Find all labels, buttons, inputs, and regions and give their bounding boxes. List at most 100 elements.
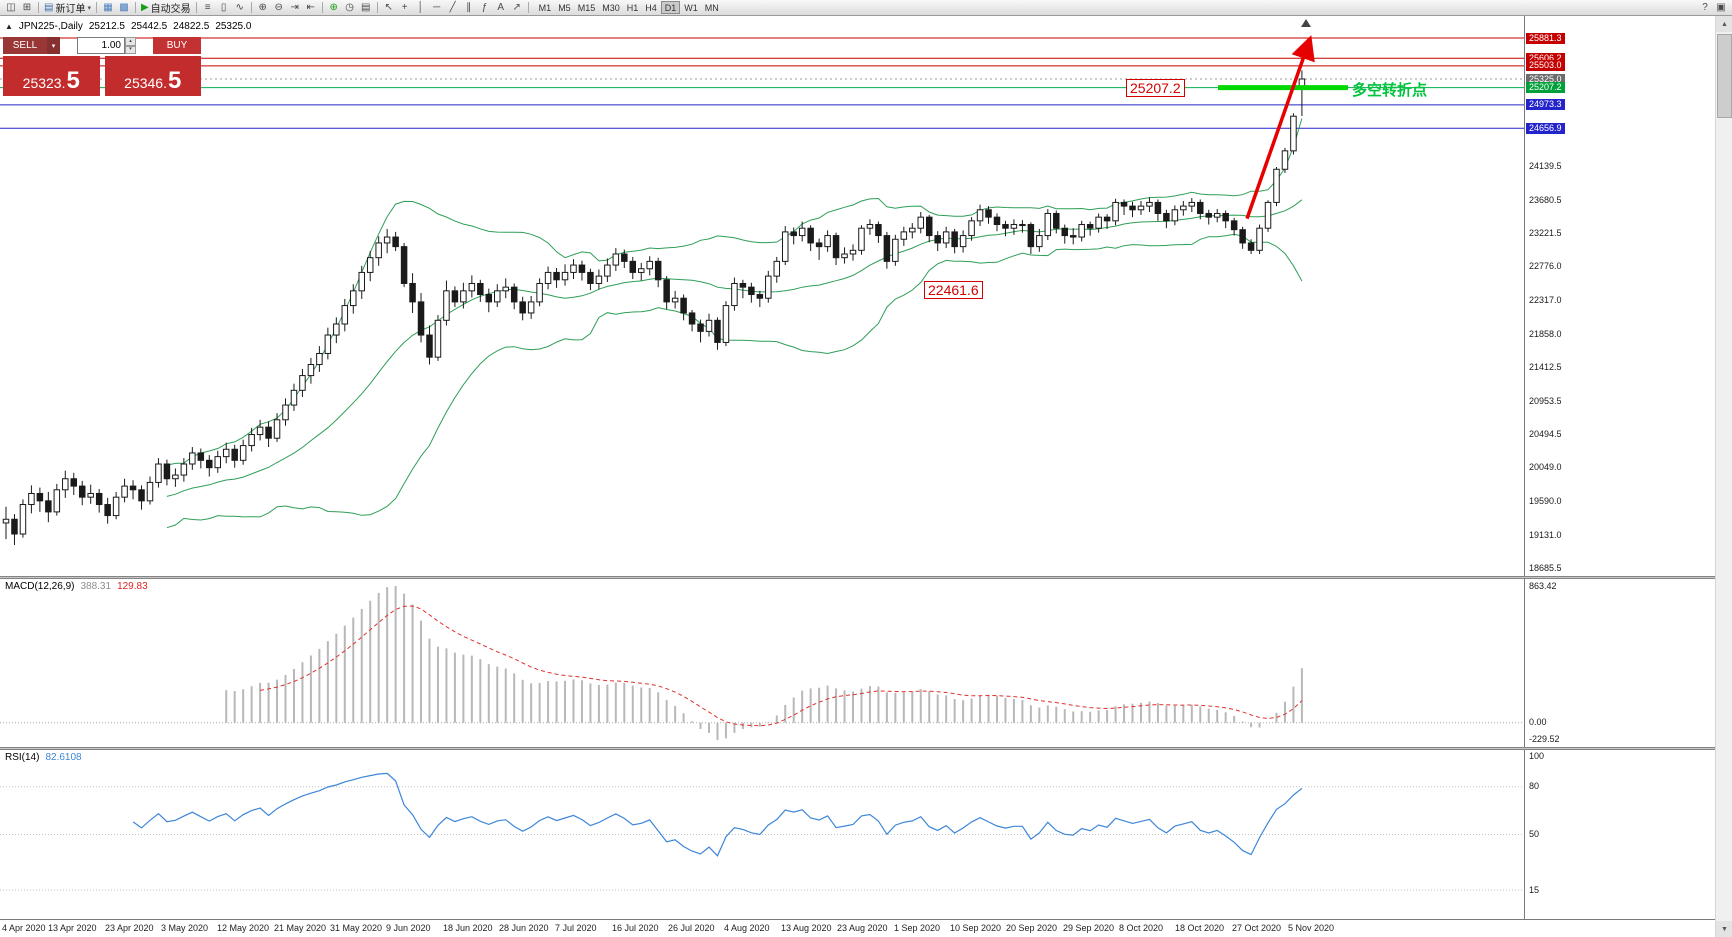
horizontal-line-icon[interactable]: ─ bbox=[433, 1, 441, 13]
autotrading-button[interactable]: ▶ 自动交易 bbox=[140, 1, 191, 16]
macd-axis[interactable]: 863.42 0.00 -229.52 bbox=[1524, 579, 1715, 747]
templates-icon[interactable]: ▤ bbox=[360, 1, 371, 13]
fibonacci-icon[interactable]: ƒ bbox=[481, 1, 488, 13]
crosshair-icon[interactable]: + bbox=[401, 1, 408, 13]
vertical-line-icon[interactable]: │ bbox=[417, 1, 424, 13]
rsi-tick-label: 80 bbox=[1529, 781, 1540, 792]
macd-label: MACD(12,26,9) 388.31 129.83 bbox=[5, 581, 148, 592]
date-tick-label: 4 Apr 2020 bbox=[2, 923, 46, 933]
pane-divider[interactable] bbox=[0, 576, 1715, 579]
arrows-icon[interactable]: ↗ bbox=[512, 1, 521, 13]
navigator-icon[interactable]: ▩ bbox=[119, 1, 129, 13]
scrollbar-up-icon[interactable]: ▲ bbox=[1716, 16, 1732, 32]
date-tick-label: 18 Oct 2020 bbox=[1175, 923, 1225, 933]
lot-increment-button[interactable]: ▴ bbox=[125, 37, 136, 46]
rsi-value: 82.6108 bbox=[45, 752, 82, 763]
pivot-note-text[interactable]: 多空转折点 bbox=[1352, 81, 1428, 99]
macd-tick-label: 0.00 bbox=[1529, 717, 1547, 728]
rsi-pane[interactable]: RSI(14) 82.6108 100 80 50 15 bbox=[0, 750, 1715, 919]
cursor-icon[interactable]: ↖ bbox=[384, 1, 393, 13]
sell-price-pips: 5 bbox=[66, 67, 80, 94]
rsi-axis[interactable]: 100 80 50 15 bbox=[1524, 750, 1715, 919]
price-tick-label: 19590.0 bbox=[1529, 496, 1562, 507]
sell-dropdown-caret[interactable]: ▾ bbox=[47, 37, 60, 54]
timeframe-d1[interactable]: D1 bbox=[660, 1, 681, 14]
lot-size-input[interactable] bbox=[77, 37, 125, 54]
trendline-icon[interactable]: ╱ bbox=[449, 1, 456, 13]
timeframe-m1[interactable]: M1 bbox=[538, 2, 552, 13]
price-level-badge: 25881.3 bbox=[1526, 32, 1565, 44]
timeframe-w1[interactable]: W1 bbox=[684, 2, 698, 13]
chart-symbol-period: JPN225-,Daily bbox=[18, 21, 83, 32]
price-axis[interactable]: 24139.5 23680.5 23221.5 22776.0 22317.0 21858… bbox=[1524, 16, 1715, 576]
pane-divider[interactable] bbox=[0, 747, 1715, 750]
bars-chart-icon[interactable]: ≡ bbox=[204, 1, 211, 13]
date-tick-label: 28 Jun 2020 bbox=[499, 923, 549, 933]
price-tick-label: 20494.5 bbox=[1529, 429, 1562, 440]
indicators-icon[interactable]: ⊕ bbox=[329, 1, 338, 13]
timeframe-m30[interactable]: M30 bbox=[602, 2, 620, 13]
sell-button[interactable]: SELL bbox=[3, 37, 47, 54]
support-price-label[interactable]: 22461.6 bbox=[924, 280, 983, 299]
chart-low-value: 24822.5 bbox=[173, 21, 210, 32]
vertical-scrollbar[interactable]: ▲ ▼ bbox=[1715, 16, 1732, 937]
main-toolbar: ◫ ⊞ ▤ 新订单 ▾ ▦ ▩ ▶ 自动交易 ≡ ▯ ∿ ⊕ ⊖ ⇥ ⇤ ⊕ ◷ ▤ ↖ + │ ─ ╱ ∥ ƒ A ↗ M1 M5 M1… bbox=[0, 0, 1732, 16]
date-tick-label: 20 Sep 2020 bbox=[1006, 923, 1058, 933]
auto-scroll-icon[interactable]: ⇥ bbox=[290, 1, 299, 13]
rsi-tick-label: 100 bbox=[1529, 751, 1545, 761]
chart-shift-icon[interactable]: ⇤ bbox=[306, 1, 315, 13]
zoom-out-icon[interactable]: ⊖ bbox=[274, 1, 283, 13]
market-watch-icon[interactable]: ▦ bbox=[103, 1, 113, 13]
line-chart-icon[interactable]: ∿ bbox=[235, 1, 244, 13]
timeframe-m15[interactable]: M15 bbox=[577, 2, 596, 13]
timeframe-h4[interactable]: H4 bbox=[645, 2, 657, 13]
text-label-icon[interactable]: A bbox=[497, 1, 504, 13]
price-level-badge: 25606.2 bbox=[1526, 52, 1565, 64]
date-tick-label: 8 Oct 2020 bbox=[1119, 923, 1164, 933]
price-level-badge: 24656.9 bbox=[1526, 122, 1565, 134]
date-tick-label: 5 Nov 2020 bbox=[1288, 923, 1335, 933]
date-tick-label: 13 Apr 2020 bbox=[48, 923, 97, 933]
date-tick-label: 18 Jun 2020 bbox=[443, 923, 493, 933]
scrollbar-thumb[interactable] bbox=[1717, 34, 1732, 118]
pivot-price-label[interactable]: 25207.2 bbox=[1126, 78, 1185, 97]
date-tick-label: 1 Sep 2020 bbox=[894, 923, 941, 933]
scrollbar-down-icon[interactable]: ▼ bbox=[1716, 921, 1732, 937]
chart-high-value: 25442.5 bbox=[131, 21, 168, 32]
timeframe-m5[interactable]: M5 bbox=[558, 2, 571, 13]
price-tick-label: 23221.5 bbox=[1529, 228, 1562, 239]
oct-collapse-icon[interactable]: ▲ bbox=[5, 22, 13, 31]
date-tick-label: 7 Jul 2020 bbox=[555, 923, 597, 933]
macd-title: MACD(12,26,9) bbox=[5, 581, 75, 592]
chart-window-icon[interactable]: ◫ bbox=[6, 1, 16, 13]
sell-price-button[interactable]: 25323. 5 bbox=[3, 56, 100, 96]
candlestick-chart-icon[interactable]: ▯ bbox=[220, 1, 227, 13]
rsi-tick-label: 50 bbox=[1529, 829, 1540, 839]
rsi-tick-label: 15 bbox=[1529, 884, 1540, 895]
lot-decrement-button[interactable]: ▾ bbox=[125, 45, 136, 54]
date-tick-label: 26 Jul 2020 bbox=[668, 923, 715, 933]
timeframe-mn[interactable]: MN bbox=[704, 2, 719, 13]
date-tick-label: 16 Jul 2020 bbox=[612, 923, 659, 933]
arrange-windows-icon[interactable]: ▣ bbox=[1716, 1, 1726, 13]
new-order-button[interactable]: ▤ 新订单 ▾ bbox=[44, 1, 91, 16]
price-tick-label: 22776.0 bbox=[1529, 261, 1562, 272]
buy-button[interactable]: BUY bbox=[153, 37, 201, 54]
macd-pane[interactable]: MACD(12,26,9) 388.31 129.83 863.42 0.00 -2… bbox=[0, 579, 1715, 747]
buy-price-button[interactable]: 25346. 5 bbox=[104, 56, 201, 96]
time-axis[interactable]: 4 Apr 2020 13 Apr 2020 23 Apr 2020 3 May 20… bbox=[0, 919, 1715, 937]
time-periods-icon[interactable]: ◷ bbox=[345, 1, 355, 13]
date-tick-label: 9 Jun 2020 bbox=[386, 923, 431, 933]
price-chart-pane[interactable]: ▲ JPN225-,Daily 25212.5 25442.5 24822.5 … bbox=[0, 16, 1715, 576]
macd-tick-label: 863.42 bbox=[1529, 581, 1557, 591]
price-tick-label: 23680.5 bbox=[1529, 194, 1562, 205]
new-chart-icon[interactable]: ⊞ bbox=[22, 1, 32, 13]
price-level-badge: 25503.0 bbox=[1526, 60, 1565, 72]
date-tick-label: 27 Oct 2020 bbox=[1232, 923, 1282, 933]
help-icon[interactable]: ? bbox=[1702, 1, 1708, 13]
date-tick-label: 23 Aug 2020 bbox=[837, 923, 888, 933]
price-tick-label: 24139.5 bbox=[1529, 160, 1562, 171]
timeframe-h1[interactable]: H1 bbox=[626, 2, 639, 13]
zoom-in-icon[interactable]: ⊕ bbox=[258, 1, 267, 13]
equidistant-channel-icon[interactable]: ∥ bbox=[466, 1, 472, 13]
